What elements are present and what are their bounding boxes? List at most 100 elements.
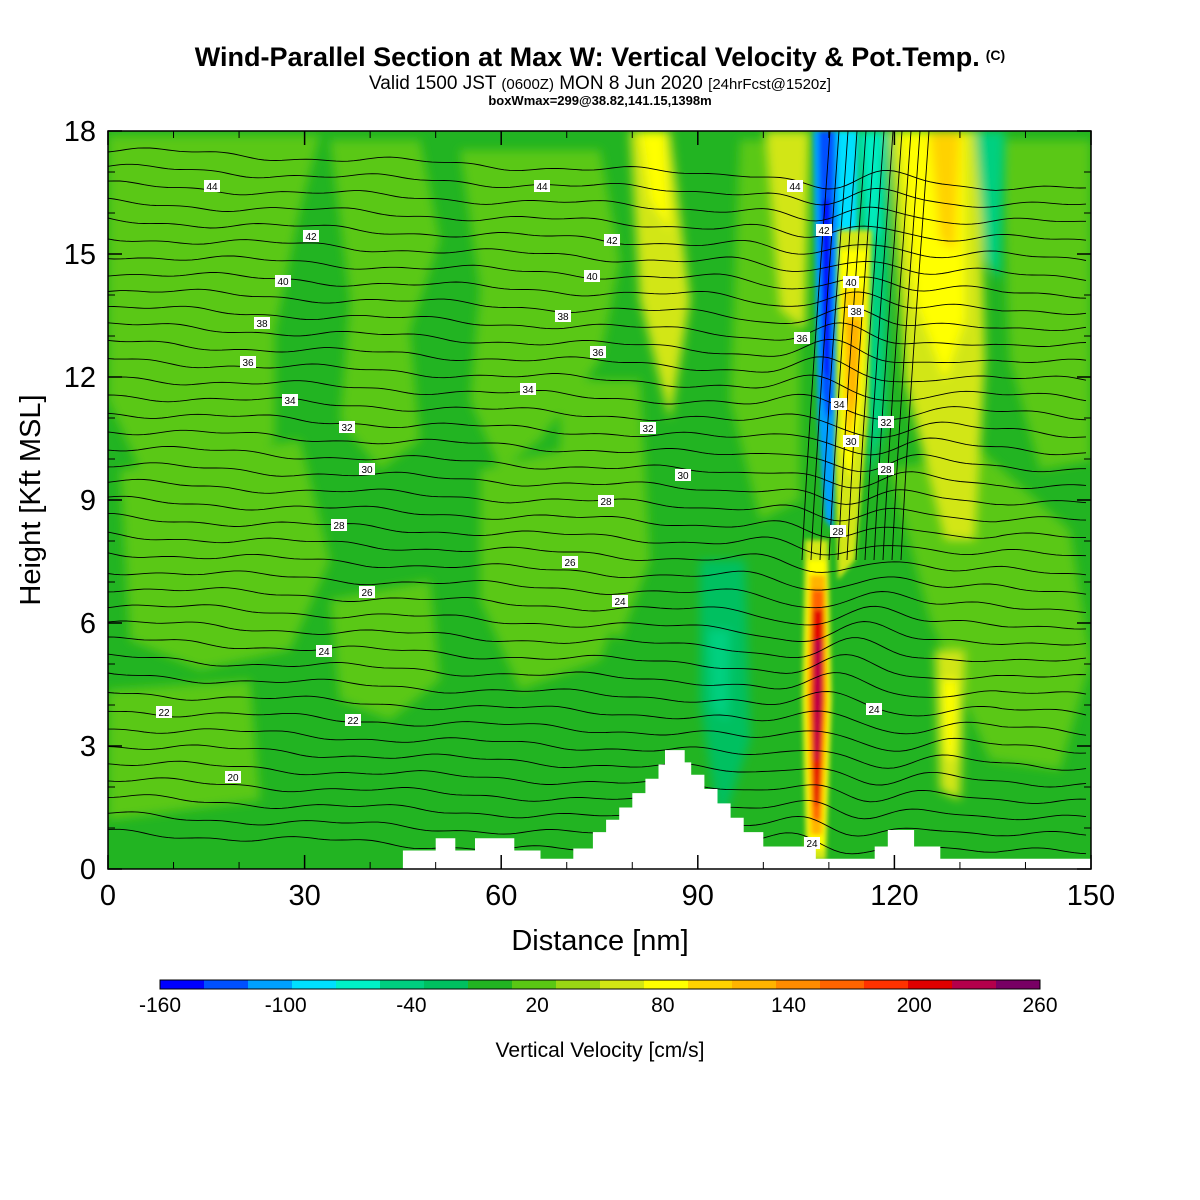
theta-contour-line xyxy=(108,570,1087,614)
theta-contour-line xyxy=(882,131,912,561)
contour-label: 38 xyxy=(557,312,569,323)
contour-label-bg xyxy=(584,270,600,282)
contour-label: 34 xyxy=(522,385,534,396)
box-info: boxWmax=299@38.82,141.15,1398m xyxy=(488,93,712,108)
contour-label: 36 xyxy=(242,358,254,369)
contour-label-bg xyxy=(878,416,894,428)
theta-contour-line xyxy=(108,777,1087,821)
theta-contour-line xyxy=(108,412,1087,456)
theta-contour-line xyxy=(108,794,1087,837)
colorbar-tick-label: -100 xyxy=(265,994,307,1017)
contour-label: 22 xyxy=(158,708,170,719)
colorbar-swatch xyxy=(776,980,821,989)
colorbar-swatch xyxy=(468,980,513,989)
contour-label: 36 xyxy=(592,348,604,359)
contour-label-bg xyxy=(359,586,375,598)
contour-label-bg xyxy=(787,180,803,192)
x-tick-label: 60 xyxy=(485,880,517,912)
theta-contour-line xyxy=(108,238,1087,281)
y-tick-label: 12 xyxy=(64,362,96,394)
theta-contour-line xyxy=(108,322,1087,364)
theta-contour-line xyxy=(108,358,1087,402)
theta-contour-line xyxy=(108,394,1087,438)
theta-contour-line xyxy=(108,760,1087,804)
colorbar-swatch xyxy=(380,980,425,989)
colorbar-swatch xyxy=(732,980,777,989)
theta-contour-line xyxy=(108,636,1087,680)
colorbar-tick-label: 260 xyxy=(1022,994,1057,1017)
contour-label-bg xyxy=(640,422,656,434)
theta-contour-line xyxy=(108,495,1086,539)
contour-label-bg xyxy=(156,706,172,718)
contour-label-bg xyxy=(804,837,820,849)
contour-label-bg xyxy=(345,714,361,726)
theta-contour-line xyxy=(900,131,930,561)
contour-label: 24 xyxy=(868,705,880,716)
colorbar-swatch xyxy=(556,980,601,989)
contour-label-bg xyxy=(562,556,578,568)
contour-label: 38 xyxy=(256,319,268,330)
contour-label-bg xyxy=(316,645,332,657)
theta-contour-line xyxy=(108,744,1087,788)
contour-label-bg xyxy=(830,525,846,537)
contour-label-bg xyxy=(675,469,691,481)
theta-contour-line xyxy=(108,462,1087,506)
theta-contour-line xyxy=(108,376,1087,421)
contour-label-bg xyxy=(878,463,894,475)
colorbar-swatch xyxy=(160,980,205,989)
contour-label: 28 xyxy=(880,465,892,476)
contour-label-bg xyxy=(534,180,550,192)
contour-label-bg xyxy=(843,276,859,288)
theta-contour-line xyxy=(873,131,903,561)
colorbar-tick-label: -40 xyxy=(396,994,426,1017)
y-axis-label: Height [Kft MSL] xyxy=(15,394,47,605)
contour-labels: 44 42 40 38 36 34 32 30 28 26 24 22 20 44 42 40 38 36 34 32… xyxy=(156,180,894,850)
contour-label-bg xyxy=(590,346,606,358)
contour-label: 24 xyxy=(806,839,818,850)
colorbar-swatch xyxy=(204,980,249,989)
contour-label-bg xyxy=(254,317,270,329)
theta-contour-line xyxy=(855,131,885,561)
contour-label: 30 xyxy=(677,471,689,482)
chart-title: Wind-Parallel Section at Max W: Vertical… xyxy=(194,42,1006,72)
theta-contour-line xyxy=(108,728,1087,771)
colorbar-tick-label: 20 xyxy=(525,994,548,1017)
colorbar-swatch xyxy=(996,980,1041,989)
contour-label: 24 xyxy=(614,597,626,608)
contour-label: 44 xyxy=(789,182,801,193)
contour-label: 26 xyxy=(361,588,373,599)
contour-label: 38 xyxy=(850,307,862,318)
theta-contour-line xyxy=(108,163,1087,208)
theta-contour-line xyxy=(108,429,1086,473)
theta-contour-line xyxy=(108,271,1087,315)
colorbar-tick-label: 80 xyxy=(651,994,674,1017)
contour-label-bg xyxy=(794,332,810,344)
y-tick-label: 3 xyxy=(80,731,96,763)
contour-label: 40 xyxy=(586,272,598,283)
contour-label: 30 xyxy=(361,465,373,476)
theta-contour-line xyxy=(108,445,1087,489)
chart-subtitle: Valid 1500 JST (0600Z) MON 8 Jun 2020 [2… xyxy=(369,73,831,94)
theta-contour-line xyxy=(108,692,1087,736)
theta-contour-line xyxy=(108,620,1087,663)
colorbar-swatch xyxy=(952,980,997,989)
y-tick-label: 9 xyxy=(80,485,96,517)
contour-label: 26 xyxy=(564,558,576,569)
contour-label-bg xyxy=(848,305,864,317)
theta-contour-line xyxy=(108,339,1087,383)
y-tick-label: 18 xyxy=(64,116,96,148)
contour-label-bg xyxy=(816,224,832,236)
contour-label-bg xyxy=(831,398,847,410)
contour-label: 28 xyxy=(333,521,345,532)
contour-label: 44 xyxy=(206,182,218,193)
theta-contour-line xyxy=(810,131,840,561)
colorbar-tick-label: -160 xyxy=(139,994,181,1017)
contour-label: 32 xyxy=(341,423,353,434)
theta-contour-line xyxy=(108,672,1087,717)
theta-contour-line xyxy=(819,131,849,561)
theta-contour-line xyxy=(108,147,1087,191)
colorbar-swatch xyxy=(644,980,689,989)
theta-contour-line xyxy=(108,478,1087,523)
